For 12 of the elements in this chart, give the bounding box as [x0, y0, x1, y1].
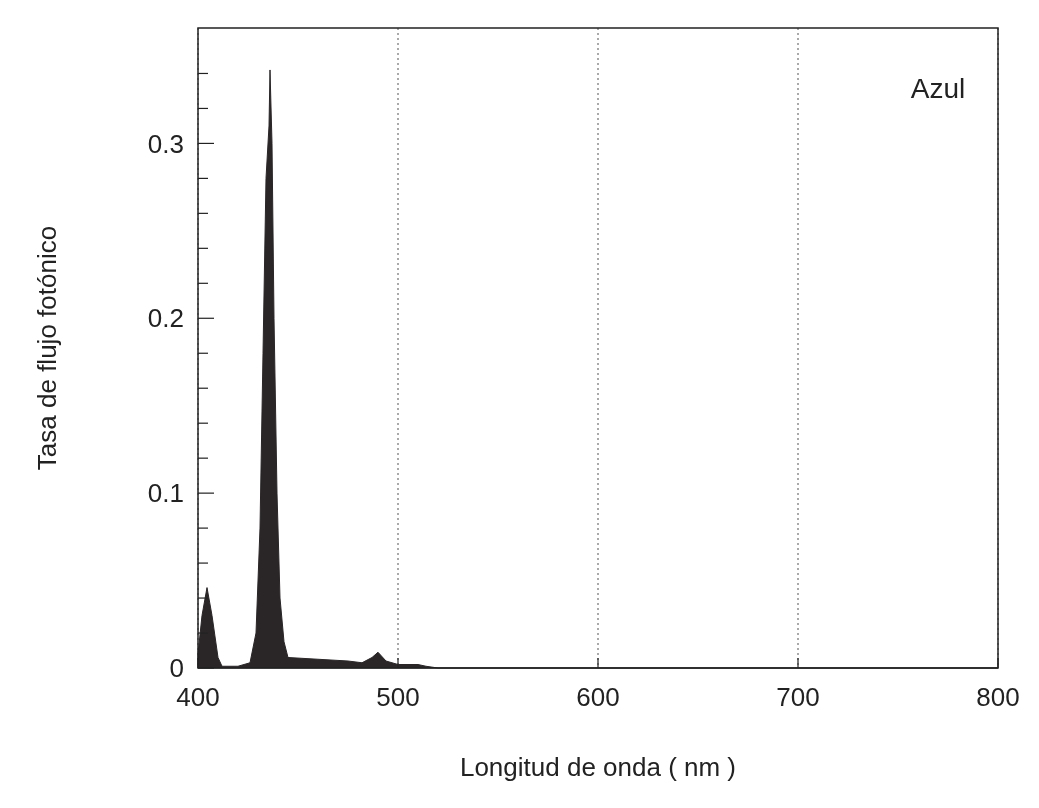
x-tick-label: 600	[576, 682, 620, 712]
x-tick-label: 400	[176, 682, 220, 712]
y-axis-title: Tasa de flujo fotónico	[32, 225, 62, 471]
annotation: Azul	[910, 73, 966, 104]
y-tick-label: 0.3	[147, 128, 184, 159]
x-tick-label: 800	[976, 682, 1020, 712]
y-tick-label: 0.1	[147, 478, 184, 509]
x-tick-label: 500	[376, 682, 420, 712]
x-tick-label: 700	[776, 682, 820, 712]
y-tick-label: 0	[169, 653, 184, 684]
x-axis-title: Longitud de onda ( nm )	[459, 752, 737, 782]
y-tick-label: 0.2	[147, 303, 184, 334]
